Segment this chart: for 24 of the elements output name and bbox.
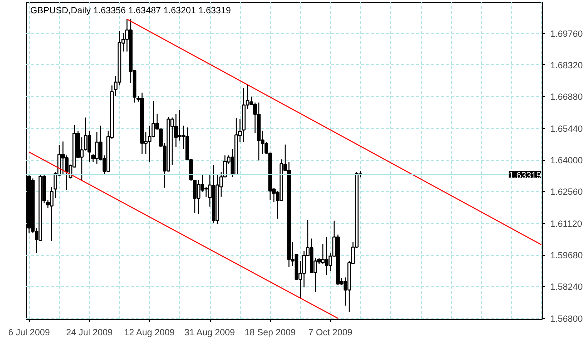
- candlestick: [325, 236, 329, 276]
- y-tick-label: 1.61120: [550, 218, 582, 229]
- y-tick-label: 1.64000: [550, 156, 584, 166]
- x-tick-label: 18 Sep 2009: [244, 328, 296, 338]
- candlestick: [196, 180, 201, 215]
- x-tick-label: 31 Aug 2009: [184, 328, 236, 338]
- chart-title: GBPUSD,Daily 1.63356 1.63487 1.63201 1.63319: [30, 6, 232, 16]
- candlestick: [321, 244, 325, 266]
- candlestick: [148, 125, 152, 163]
- candlestick: [204, 186, 208, 198]
- x-tick-label: 6 Jul 2009: [8, 328, 50, 338]
- y-tick-label: 1.68320: [550, 60, 584, 70]
- y-tick-label: 1.58240: [550, 282, 584, 292]
- y-tick-label: 1.56800: [550, 314, 584, 324]
- y-tick-label: 1.69760: [550, 28, 584, 39]
- x-tick-label: 7 Oct 2009: [308, 328, 353, 338]
- y-tick-label: 1.66880: [550, 92, 584, 102]
- x-tick-label: 12 Aug 2009: [124, 328, 175, 338]
- x-tick-label: 24 Jul 2009: [66, 328, 113, 338]
- ref-line-label: 1.63319: [508, 170, 542, 180]
- y-tick-label: 1.62560: [550, 187, 584, 198]
- y-tick-label: 1.59680: [550, 250, 584, 261]
- y-tick-label: 1.65440: [550, 124, 584, 134]
- candlestick: [95, 132, 99, 164]
